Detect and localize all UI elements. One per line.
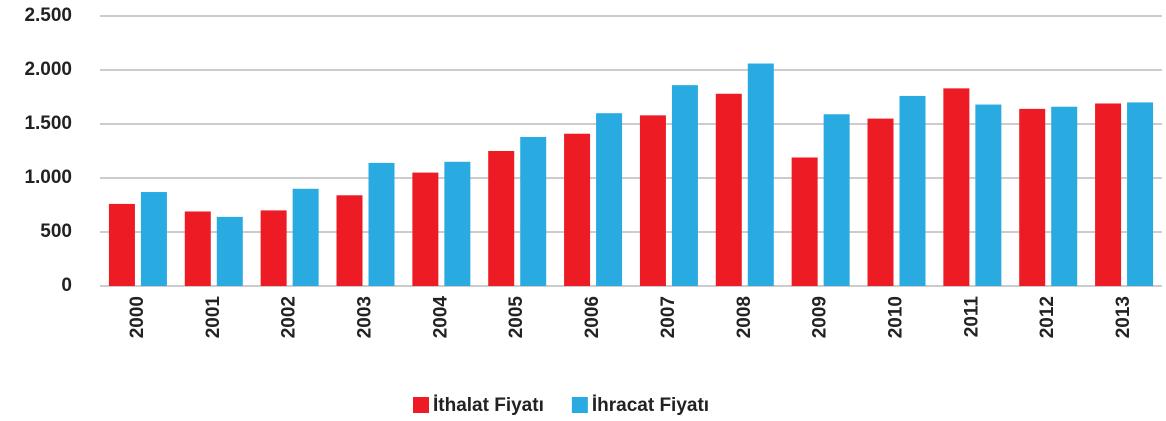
bar (747, 63, 774, 286)
bar (715, 93, 742, 286)
x-tick-label: 2002 (279, 296, 300, 338)
x-tick-label: 2007 (658, 296, 679, 338)
bar (596, 113, 623, 286)
legend-swatch (571, 397, 588, 413)
legend-label: İhracat Fiyatı (592, 395, 709, 416)
x-tick-label: 2008 (734, 296, 755, 338)
bar (412, 172, 439, 286)
bar (292, 188, 319, 286)
bar (1019, 108, 1046, 286)
y-tick-label: 2.500 (24, 5, 72, 26)
y-tick-label: 1.000 (24, 167, 72, 188)
bar (671, 85, 698, 287)
bar (823, 114, 850, 286)
x-tick-label: 2003 (355, 296, 376, 338)
y-tick-label: 1.500 (24, 113, 72, 134)
x-tick-label: 2012 (1037, 296, 1058, 338)
bar (488, 151, 515, 286)
bar (368, 162, 395, 286)
bar (260, 210, 287, 286)
x-tick-label: 2011 (961, 296, 982, 338)
bar (336, 195, 363, 286)
x-tick-label: 2004 (430, 296, 451, 339)
bar (975, 104, 1002, 286)
x-tick-label: 2009 (810, 296, 831, 338)
bar (184, 211, 211, 286)
y-tick-label: 500 (40, 221, 72, 242)
bar (216, 216, 243, 286)
y-tick-label: 2.000 (24, 59, 72, 80)
legend-swatch (413, 397, 429, 413)
bar (1051, 106, 1078, 286)
bar (1095, 103, 1122, 286)
x-tick-label: 2005 (506, 296, 527, 339)
legend-label: İthalat Fiyatı (433, 395, 544, 416)
bar (791, 157, 818, 286)
bar (520, 136, 547, 286)
bar (444, 161, 471, 286)
x-tick-label: 2006 (582, 296, 603, 338)
bar (1127, 102, 1154, 287)
bar (943, 88, 970, 286)
x-tick-label: 2001 (203, 296, 224, 339)
bar (108, 203, 135, 286)
x-tick-label: 2013 (1113, 296, 1134, 338)
bar (639, 115, 666, 286)
bar (140, 192, 167, 286)
bar (564, 133, 591, 286)
x-tick-label: 2000 (127, 296, 148, 338)
x-tick-label: 2010 (886, 296, 907, 338)
bar (899, 95, 926, 286)
bar (867, 118, 894, 286)
y-tick-label: 0 (61, 275, 72, 296)
